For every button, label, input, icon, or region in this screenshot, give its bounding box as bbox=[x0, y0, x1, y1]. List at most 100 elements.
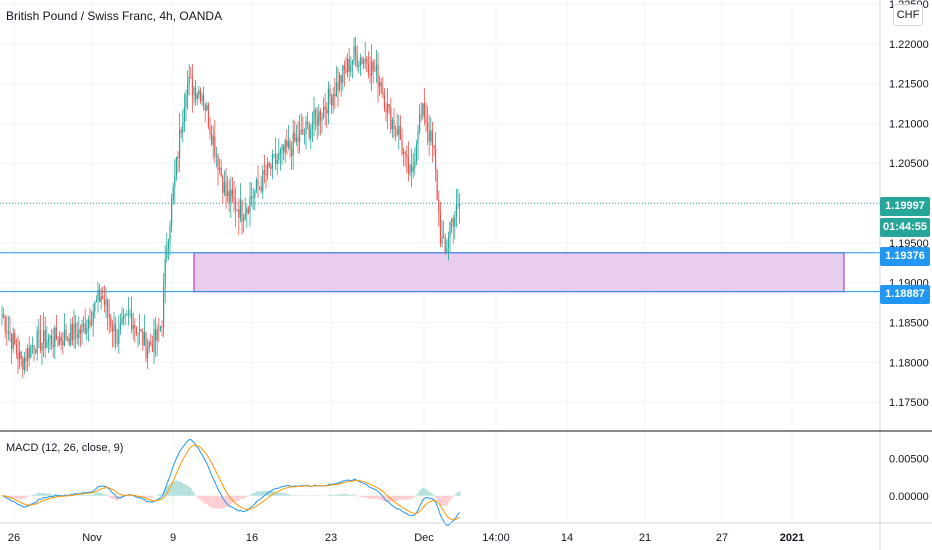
candle-body bbox=[390, 107, 392, 130]
candle-body bbox=[259, 186, 261, 188]
macd-histogram-bar bbox=[329, 494, 331, 496]
candle-body bbox=[76, 333, 78, 339]
macd-histogram-bar bbox=[289, 494, 291, 496]
candle-body bbox=[236, 209, 238, 211]
candle-body bbox=[116, 342, 118, 344]
candle-body bbox=[241, 200, 243, 221]
candle-body bbox=[9, 331, 11, 335]
candle-body bbox=[411, 164, 413, 172]
macd-histogram-bar bbox=[313, 495, 315, 496]
candle-body bbox=[206, 105, 208, 111]
macd-histogram-bar bbox=[414, 495, 416, 498]
candle-body bbox=[150, 342, 152, 345]
candle-body bbox=[262, 170, 264, 192]
countdown-tag: 01:44:55 bbox=[880, 218, 930, 237]
macd-histogram-bar bbox=[54, 493, 56, 496]
macd-histogram-bar bbox=[217, 495, 219, 510]
macd-histogram-bar bbox=[441, 495, 443, 506]
macd-histogram-bar bbox=[287, 493, 290, 496]
candle-body bbox=[180, 130, 182, 133]
candle-body bbox=[118, 329, 120, 344]
macd-histogram-bar bbox=[180, 482, 182, 496]
candle-body bbox=[179, 130, 181, 159]
candle-body bbox=[102, 296, 104, 300]
price-tick-label: 1.19500 bbox=[889, 238, 929, 250]
candle-body bbox=[318, 111, 320, 126]
candle-body bbox=[111, 326, 113, 332]
candle-body bbox=[108, 313, 110, 318]
macd-histogram-bar bbox=[374, 495, 376, 499]
macd-histogram-bar bbox=[271, 491, 274, 496]
candle-body bbox=[92, 311, 94, 324]
candle-body bbox=[331, 96, 333, 106]
macd-histogram-bar bbox=[254, 492, 256, 496]
candle-body bbox=[415, 144, 417, 162]
macd-histogram-bar bbox=[201, 495, 203, 502]
candle-body bbox=[110, 317, 112, 327]
candle-body bbox=[185, 95, 187, 108]
macd-histogram-bar bbox=[407, 495, 410, 500]
macd-histogram-bar bbox=[79, 495, 82, 496]
candle-body bbox=[171, 199, 173, 226]
candle-body bbox=[345, 70, 347, 73]
macd-histogram-bar bbox=[380, 495, 382, 501]
macd-histogram-bar bbox=[206, 495, 208, 505]
candle-body bbox=[124, 314, 126, 317]
candle-body bbox=[435, 148, 437, 171]
macd-histogram-bar bbox=[439, 495, 442, 506]
candle-body bbox=[324, 106, 326, 110]
macd-histogram-bar bbox=[87, 494, 90, 496]
candle-body bbox=[235, 199, 237, 211]
macd-histogram-bar bbox=[342, 493, 344, 496]
candle-body bbox=[417, 132, 419, 145]
candle-body bbox=[444, 237, 446, 253]
macd-histogram-bar bbox=[116, 495, 118, 501]
macd-histogram-bar bbox=[284, 493, 286, 496]
candle-body bbox=[222, 176, 224, 193]
candle-body bbox=[41, 342, 43, 351]
candle-body bbox=[31, 345, 33, 347]
candle-body bbox=[94, 302, 96, 312]
candle-body bbox=[44, 329, 46, 348]
macd-histogram-bar bbox=[402, 495, 405, 500]
candle-body bbox=[27, 348, 29, 362]
macd-histogram-bar bbox=[55, 494, 58, 496]
time-tick-label: 16 bbox=[246, 532, 258, 544]
macd-histogram-bar bbox=[105, 494, 107, 496]
candle-body bbox=[227, 190, 229, 197]
candle-body bbox=[86, 328, 88, 334]
macd-histogram-bar bbox=[100, 492, 102, 496]
macd-histogram-bar bbox=[278, 492, 280, 496]
macd-histogram-bar bbox=[358, 495, 360, 497]
candle-body bbox=[223, 182, 225, 193]
candle-body bbox=[57, 339, 59, 345]
support-zone[interactable] bbox=[193, 252, 845, 293]
macd-histogram-bar bbox=[393, 495, 395, 502]
macd-histogram-bar bbox=[90, 494, 93, 496]
macd-histogram-bar bbox=[370, 495, 373, 499]
candle-body bbox=[454, 217, 456, 227]
candle-body bbox=[319, 111, 321, 121]
candle-body bbox=[284, 140, 286, 153]
macd-histogram-bar bbox=[199, 495, 202, 501]
currency-button[interactable]: CHF bbox=[893, 4, 923, 26]
time-tick-label: 9 bbox=[170, 532, 176, 544]
macd-histogram-bar bbox=[26, 495, 29, 497]
macd-histogram-bar bbox=[399, 495, 402, 500]
candle-body bbox=[348, 59, 350, 72]
candle-body bbox=[308, 124, 310, 139]
candle-body bbox=[143, 332, 145, 346]
time-tick-label: Nov bbox=[82, 532, 102, 544]
candle-body bbox=[294, 132, 296, 142]
horizontal-levels bbox=[0, 202, 880, 293]
candle-body bbox=[4, 317, 6, 332]
candle-body bbox=[214, 136, 216, 157]
candle-body bbox=[377, 65, 379, 87]
time-tick-label: 2021 bbox=[780, 532, 804, 544]
price-tick-label: 1.20500 bbox=[889, 158, 929, 170]
candle-body bbox=[425, 116, 427, 123]
time-tick-label: 26 bbox=[8, 532, 20, 544]
candle-body bbox=[187, 83, 189, 96]
macd-histogram-bar bbox=[212, 495, 214, 508]
